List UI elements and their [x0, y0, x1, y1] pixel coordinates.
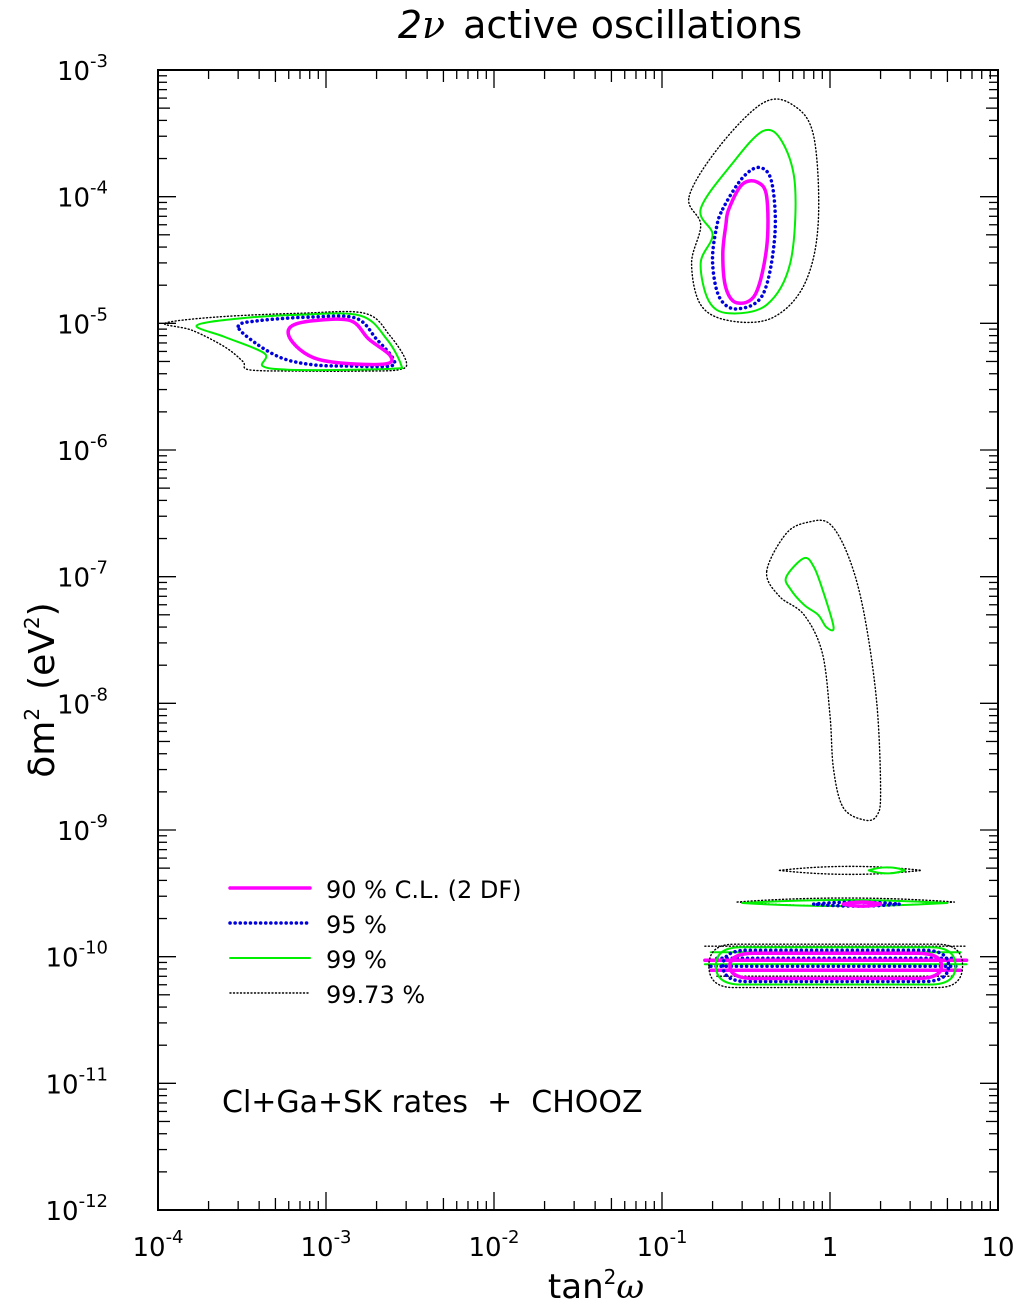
contour-SMA-99: [195, 312, 404, 372]
chart-title-rest: active oscillations: [463, 3, 802, 47]
y-tick-label: 10-6: [57, 431, 108, 467]
x-tick-label: 10-3: [300, 1227, 351, 1263]
y-tick-label: 10-11: [46, 1064, 109, 1100]
contour-SMA-90: [286, 317, 394, 367]
contour-LMA-90: [721, 179, 770, 306]
plot-area: 10-4 10-3 10-2 10-1 1 10 10-1210-1110-1010-91…: [46, 51, 1015, 1263]
y-axis-label: δm2(eV2): [20, 602, 63, 777]
legend: 90 % C.L. (2 DF) 95 % 99 % 99.73 %: [228, 876, 522, 1009]
axis-ticks: [157, 70, 998, 1211]
x-axis-label-sup: 2: [604, 1265, 617, 1289]
contour-LOW-99: [784, 556, 835, 632]
legend-label: 99.73 %: [326, 981, 425, 1009]
y-tick-label: 10-5: [57, 304, 108, 340]
y-tick-labels: 10-12 10-11 10-10 10-9 10-8 10-7 10-6 10-5 10-4 1…: [46, 51, 109, 1227]
y-tick-label: 10-10: [46, 938, 109, 974]
x-tick-label: 1: [822, 1233, 839, 1263]
contour-SMA-99.73: [163, 310, 408, 372]
vac-band-contour: [714, 946, 957, 986]
vac-band-contour: [708, 943, 964, 989]
y-axis-label-unit-sup: 2: [20, 616, 44, 629]
y-tick-label: 10-9: [57, 811, 108, 847]
legend-label: 95 %: [326, 911, 387, 939]
y-axis-label-sup: 2: [20, 708, 44, 721]
y-tick-label: 10-4: [57, 178, 108, 214]
x-axis-label-var: ω: [616, 1267, 644, 1307]
x-axis-label: tan2ω: [548, 1265, 644, 1307]
x-tick-label: 10: [981, 1233, 1014, 1263]
contour-VAC-99-mid: [741, 899, 949, 908]
contour-LMA-99: [699, 128, 797, 315]
contour-layer: [163, 98, 969, 989]
x-tick-label: 10-1: [636, 1227, 687, 1263]
contour-VAC-90-mid: [841, 900, 883, 908]
contour-SMA-95: [236, 314, 397, 369]
y-tick-label: 10-7: [57, 558, 108, 594]
plot-frame: [157, 69, 999, 1211]
contour-LMA-95: [710, 165, 778, 311]
legend-label: 90 % C.L. (2 DF): [326, 876, 522, 904]
y-axis-label-unit: (eV: [22, 629, 63, 690]
chart-title-nu: ν: [422, 3, 445, 47]
x-tick-labels: 10-4 10-3 10-2 10-1 1 10: [132, 1227, 1014, 1263]
chart-title: 2ν active oscillations: [398, 3, 802, 47]
chart-annotation: Cl+Ga+SK rates + CHOOZ: [222, 1085, 643, 1120]
contour-VAC-95-mid: [811, 900, 902, 908]
y-tick-label: 10-12: [46, 1191, 109, 1227]
vac-band-contour: [728, 951, 944, 981]
chart-title-prefix: 2: [398, 3, 422, 47]
x-tick-label: 10-4: [132, 1227, 183, 1263]
x-tick-label: 10-2: [468, 1227, 519, 1263]
y-tick-label: 10-8: [57, 684, 108, 720]
y-tick-label: 10-3: [57, 51, 108, 87]
x-axis-label-main: tan: [548, 1267, 604, 1307]
contour-VAC-99.73-upper: [778, 865, 923, 876]
contour-LOW-99.73: [765, 519, 882, 822]
contour-VAC-99-upper: [867, 866, 907, 875]
y-axis-label-main: δm: [22, 721, 63, 778]
y-axis-label-close: ): [22, 602, 63, 616]
contour-LMA-99.73: [687, 98, 820, 324]
legend-label: 99 %: [326, 946, 387, 974]
